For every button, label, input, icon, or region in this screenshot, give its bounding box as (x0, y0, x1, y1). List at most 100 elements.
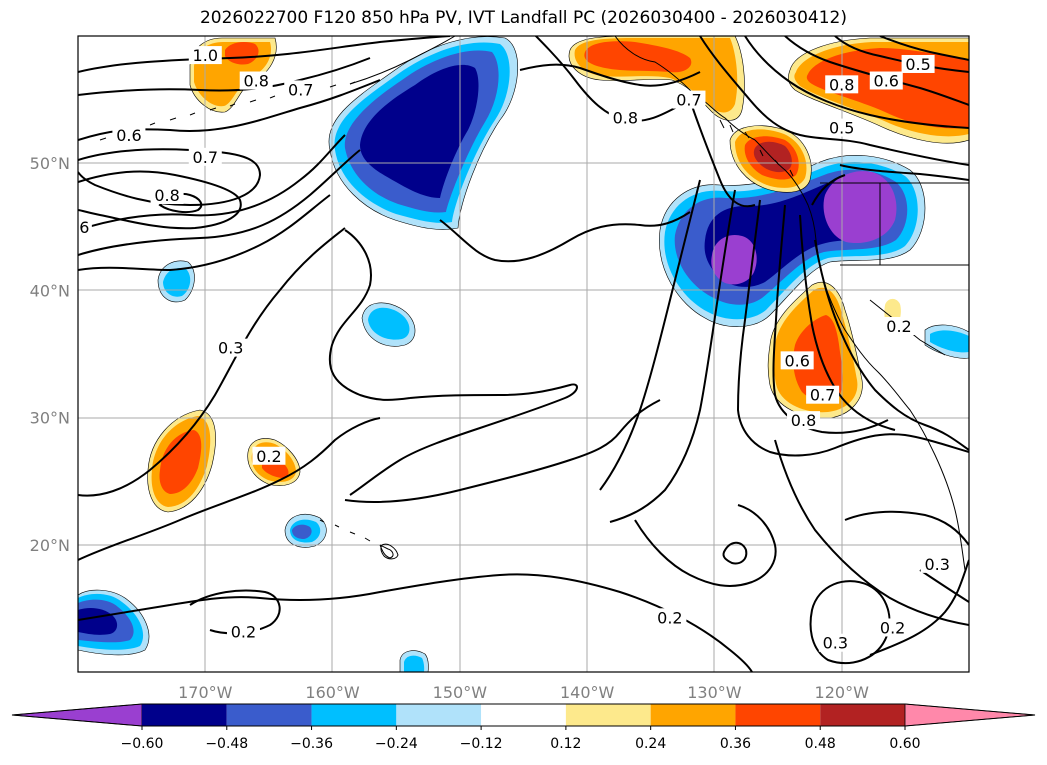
contour-line (799, 214, 896, 431)
contour-line (736, 199, 969, 457)
contour-label-bg (901, 54, 935, 73)
colorbar-segment (396, 704, 482, 726)
contour-label: 0.8 (243, 72, 268, 91)
contour-line (814, 239, 969, 451)
contour-label: 0.6 (784, 351, 809, 370)
contour-line (699, 36, 969, 166)
contour-label-bg (188, 46, 222, 65)
contour-label-bg (252, 446, 286, 465)
contour-label-bg (188, 147, 222, 166)
contour-label: 1.0 (193, 46, 218, 65)
contour-label-bg (608, 108, 642, 127)
map-title: 2026022700 F120 850 hPa PV, IVT Landfall… (199, 8, 847, 28)
contour-label: 0.3 (823, 634, 848, 653)
contour-line (78, 417, 381, 561)
colorbar-segment (311, 704, 397, 726)
contour-label-bg (214, 338, 248, 357)
contour-line (839, 164, 969, 181)
contour-label-bg (226, 622, 260, 641)
contour-line (519, 63, 701, 87)
contour-line (599, 179, 701, 491)
contour-label: 0.8 (791, 411, 816, 430)
contour-line (634, 504, 777, 587)
contour-line (869, 559, 969, 656)
contour-line (811, 174, 846, 206)
canadian-coastal-islands (719, 119, 794, 177)
colorbar-segment (481, 704, 566, 726)
pv-contours (78, 36, 969, 672)
longitude-labels: 170°W 160°W 150°W 140°W 130°W 120°W (178, 683, 869, 702)
contour-line (772, 204, 889, 434)
colorbar-tick-label: 0.12 (550, 736, 581, 752)
longitude-label: 140°W (560, 683, 615, 702)
contour-label: 0.5 (829, 119, 854, 138)
contour-label: 0.7 (676, 91, 701, 110)
contour-label: 0.2 (880, 618, 905, 637)
contour-label: 0.6 (116, 126, 141, 145)
contour-label-bg (239, 71, 273, 90)
contour-line (78, 170, 242, 230)
contour-label-bg (818, 633, 852, 652)
british-columbia-coastline (754, 139, 817, 241)
map-content: 1.00.8 0.70.60.70.860.30.20.20.80.70.8 0.6… (78, 36, 969, 672)
contour-line (722, 541, 748, 565)
contour-label-bg (882, 317, 916, 336)
contour-label-bg (112, 126, 146, 145)
longitude-label: 120°W (815, 683, 870, 702)
contour-line (78, 134, 346, 231)
positive-anomaly-north-pacific-west-core (225, 42, 259, 65)
contour-label: 0.6 (874, 72, 899, 91)
contour-line (78, 36, 451, 73)
contour-line (78, 149, 361, 256)
colorbar-tick-label: 0.36 (720, 736, 751, 752)
contour-label-bg (825, 118, 859, 137)
us-state-border-south (869, 299, 946, 356)
contour-label: 0.7 (193, 148, 218, 167)
latitude-labels: 50°N 40°N 30°N 20°N (30, 154, 70, 555)
colorbar-segment (565, 704, 651, 726)
contour-line (78, 148, 262, 207)
contour-label: 0.3 (924, 555, 949, 574)
colorbar-segment (650, 704, 736, 726)
negative-anomaly-central-small-inner (368, 307, 410, 340)
contour-label-bg (806, 385, 840, 404)
contour-line (78, 227, 346, 497)
colorbar-tick-label: 0.24 (635, 736, 666, 752)
negative-anomaly-hawaii-small-core (292, 524, 312, 539)
extreme-negative-core-inland (823, 171, 897, 244)
colorbar-tick-label: −0.36 (290, 736, 333, 752)
alaska-peninsula (349, 36, 456, 85)
colorbar-segment (226, 704, 312, 726)
contour-label-bg (869, 71, 903, 90)
negative-anomaly-east-edge-inner (930, 330, 969, 353)
positive-anomaly-subtropical-west-core (159, 430, 202, 494)
contour-label: 0.2 (256, 447, 281, 466)
shaded-anomalies (78, 36, 969, 672)
gridlines (78, 36, 969, 672)
contour-label-bg (825, 75, 859, 94)
longitude-label: 160°W (305, 683, 360, 702)
contour-line (534, 36, 691, 122)
contour-label-bg (672, 90, 706, 109)
contour-label: 0.7 (810, 386, 835, 405)
plot-border (77, 35, 970, 673)
contour-label-bg (150, 186, 184, 204)
colorbar-tick-label: −0.24 (375, 736, 418, 752)
colorbar-segment (735, 704, 821, 726)
colorbar-tick-label: −0.12 (460, 736, 503, 752)
contour-line (689, 99, 756, 208)
contour-labels: 1.00.8 0.70.60.70.860.30.20.20.80.70.8 0.6… (78, 46, 954, 653)
contour-line (834, 36, 969, 73)
contour-label-bg (78, 217, 92, 236)
colorbar-extend-high (904, 703, 1036, 727)
contour-label: 0.3 (218, 339, 243, 358)
contour-line (78, 573, 753, 672)
contour-line (78, 57, 371, 96)
colorbar-tick-label: −0.60 (121, 736, 164, 752)
contour-label-bg (920, 554, 954, 573)
longitude-label: 130°W (687, 683, 742, 702)
contour-label: 0.2 (657, 608, 682, 627)
contour-line (774, 439, 969, 626)
negative-anomaly-south-small-inner (404, 655, 425, 672)
